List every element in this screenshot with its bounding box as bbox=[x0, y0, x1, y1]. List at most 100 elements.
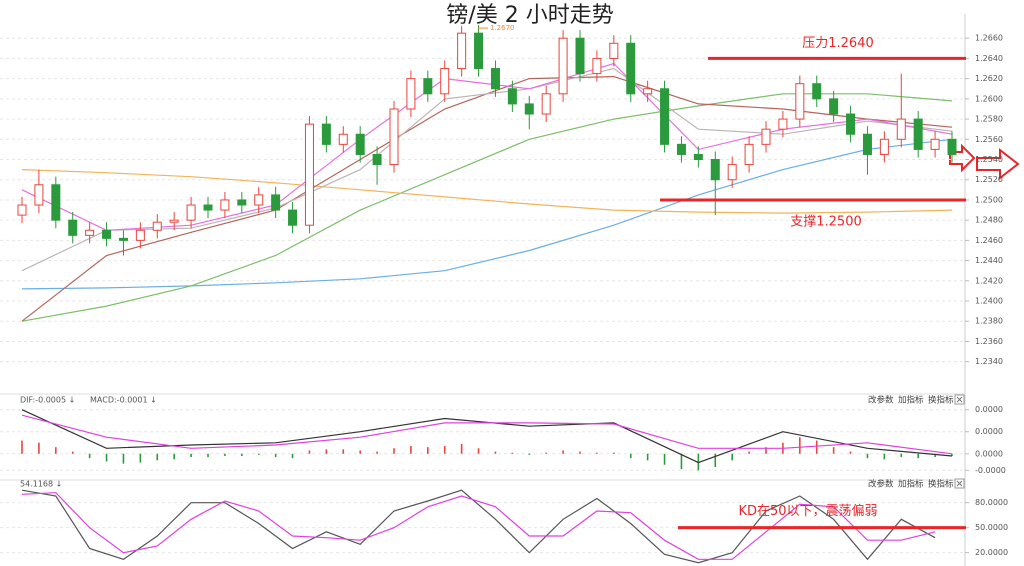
indicator-line bbox=[21, 489, 936, 564]
candle-body bbox=[203, 204, 213, 211]
indicator-button[interactable]: 换指标 bbox=[928, 479, 954, 490]
candle-body bbox=[169, 219, 179, 223]
candle-body bbox=[541, 93, 551, 115]
indicator-button[interactable]: 加指标 bbox=[898, 395, 924, 406]
candle-body bbox=[744, 143, 754, 166]
candle-body bbox=[829, 98, 839, 115]
candle-body bbox=[17, 204, 27, 216]
level-label: 压力1.2640 bbox=[802, 36, 874, 51]
candle-body bbox=[321, 123, 331, 145]
level-label: 支撑1.2500 bbox=[790, 214, 862, 229]
candle-body bbox=[592, 57, 602, 75]
y-tick-label: 1.2420 bbox=[975, 276, 1003, 285]
candle-body bbox=[761, 128, 771, 145]
y-tick-label: 1.2360 bbox=[975, 337, 1003, 346]
candle-body bbox=[727, 164, 737, 181]
y-tick-label: 0.0000 bbox=[975, 449, 1003, 458]
y-tick-label: 1.2500 bbox=[975, 195, 1003, 204]
indicator-line bbox=[21, 492, 936, 560]
candle-body bbox=[372, 153, 382, 166]
indicator-button[interactable]: 改参数 bbox=[868, 395, 894, 406]
candle-body bbox=[947, 138, 957, 155]
y-tick-label: 0.0000 bbox=[975, 405, 1003, 414]
candle-body bbox=[220, 199, 230, 211]
candle-body bbox=[524, 103, 534, 115]
candle-body bbox=[812, 83, 822, 100]
candle-body bbox=[85, 229, 95, 236]
level-label: KD在50以下，震荡偏弱 bbox=[738, 504, 877, 519]
indicator-line bbox=[21, 414, 953, 455]
candle-body bbox=[676, 143, 686, 155]
candle-body bbox=[930, 138, 940, 150]
candle-body bbox=[254, 194, 264, 206]
candle-body bbox=[102, 229, 112, 239]
indicator-value: DIF:-0.0005 ↓ bbox=[20, 396, 75, 405]
candle-body bbox=[152, 221, 162, 231]
candle-body bbox=[896, 118, 906, 140]
y-tick-label: 1.2560 bbox=[975, 135, 1003, 144]
candle-body bbox=[457, 32, 467, 70]
y-tick-label: -0.0000 bbox=[975, 466, 1006, 475]
candle-body bbox=[389, 108, 399, 166]
y-tick-label: 1.2660 bbox=[975, 34, 1003, 43]
chart-title: 镑/美 2 小时走势 bbox=[446, 3, 613, 28]
candle-body bbox=[68, 219, 78, 236]
y-tick-label: 50.0000 bbox=[975, 523, 1008, 532]
y-tick-label: 1.2600 bbox=[975, 94, 1003, 103]
candle-body bbox=[490, 68, 500, 90]
y-tick-label: 1.2460 bbox=[975, 236, 1003, 245]
y-tick-label: 80.0000 bbox=[975, 498, 1008, 507]
candle-body bbox=[355, 133, 365, 155]
indicator-value: 54.1168 ↓ bbox=[20, 480, 62, 489]
candle-body bbox=[34, 184, 44, 206]
indicator-button[interactable]: 换指标 bbox=[928, 395, 954, 406]
candle-body bbox=[558, 37, 568, 95]
indicator-value: MACD:-0.0001 ↓ bbox=[90, 396, 157, 405]
candle-body bbox=[118, 237, 128, 241]
candle-body bbox=[660, 88, 670, 145]
candle-body bbox=[626, 42, 636, 95]
close-icon bbox=[956, 396, 963, 403]
indicator-line bbox=[21, 62, 953, 231]
indicator-line bbox=[21, 169, 953, 214]
y-tick-label: 1.2540 bbox=[975, 155, 1003, 164]
candle-body bbox=[507, 88, 517, 105]
candle-body bbox=[338, 133, 348, 145]
indicator-line bbox=[21, 67, 953, 272]
candle-body bbox=[186, 204, 196, 221]
y-tick-label: 0.0000 bbox=[975, 427, 1003, 436]
candle-body bbox=[693, 153, 703, 161]
indicator-button[interactable]: 加指标 bbox=[898, 479, 924, 490]
candle-body bbox=[609, 42, 619, 59]
candle-body bbox=[879, 138, 889, 155]
candle-body bbox=[237, 199, 247, 206]
candle-body bbox=[575, 37, 585, 75]
candle-body bbox=[271, 194, 281, 211]
y-tick-label: 1.2380 bbox=[975, 317, 1003, 326]
candle-body bbox=[862, 133, 872, 155]
candle-body bbox=[474, 32, 484, 70]
candle-body bbox=[710, 159, 720, 181]
high-marker-label: 1.2670 bbox=[490, 24, 515, 32]
candle-body bbox=[913, 118, 923, 150]
y-tick-label: 20.0000 bbox=[975, 548, 1008, 557]
candle-body bbox=[795, 83, 805, 120]
candle-body bbox=[135, 229, 145, 241]
y-tick-label: 1.2520 bbox=[975, 175, 1003, 184]
y-tick-label: 1.2640 bbox=[975, 54, 1003, 63]
candle-body bbox=[51, 184, 61, 221]
candle-body bbox=[440, 68, 450, 95]
candle-body bbox=[846, 113, 856, 135]
close-icon bbox=[956, 480, 963, 487]
y-tick-label: 1.2480 bbox=[975, 216, 1003, 225]
y-tick-label: 1.2440 bbox=[975, 256, 1003, 265]
candle-body bbox=[288, 209, 298, 226]
indicator-button[interactable]: 改参数 bbox=[868, 479, 894, 490]
indicator-line bbox=[21, 138, 953, 290]
y-tick-label: 1.2580 bbox=[975, 115, 1003, 124]
indicator-line bbox=[21, 409, 953, 464]
y-tick-label: 1.2620 bbox=[975, 74, 1003, 83]
candle-body bbox=[406, 78, 416, 110]
y-tick-label: 1.2340 bbox=[975, 357, 1003, 366]
